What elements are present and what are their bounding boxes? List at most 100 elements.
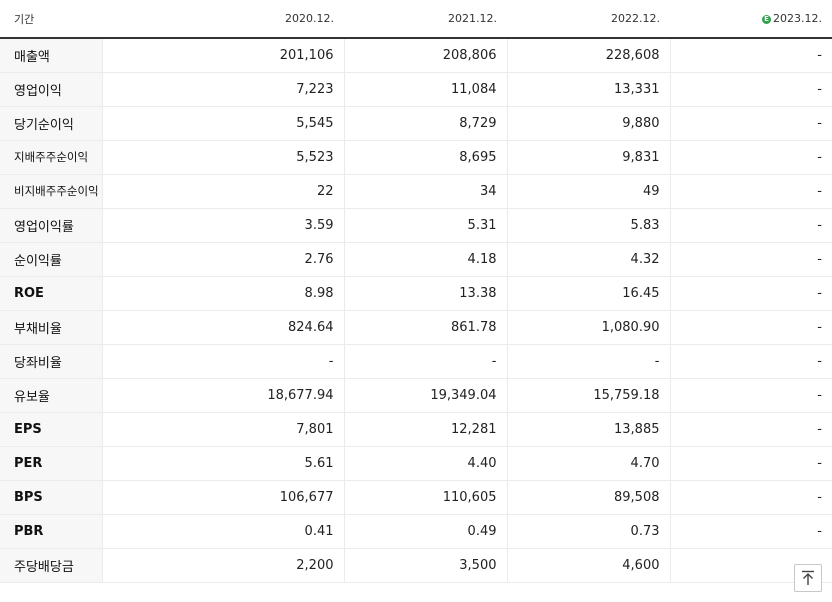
table-row-bps: BPS 106,677 110,605 89,508 - [0, 480, 832, 515]
cell-value: - [669, 378, 832, 413]
cell-value: 201,106 [101, 38, 344, 73]
table-row-net-income: 당기순이익 5,545 8,729 9,880 - [0, 106, 832, 141]
cell-value: 8,729 [343, 106, 507, 141]
table-row-reserve-ratio: 유보율 18,677.94 19,349.04 15,759.18 - [0, 378, 832, 413]
period-header-2023: E 2023.12. [670, 0, 832, 39]
row-label: 비지배주주순이익 [0, 174, 102, 209]
cell-value: 0.49 [343, 514, 507, 549]
cell-value: 19,349.04 [343, 378, 507, 413]
cell-value: 9,831 [506, 140, 670, 175]
row-label: 매출액 [0, 38, 102, 73]
row-label: PER [0, 446, 102, 481]
cell-value: 8,695 [343, 140, 507, 175]
cell-value: 89,508 [506, 480, 670, 515]
cell-value: 4.40 [343, 446, 507, 481]
cell-value: 824.64 [101, 309, 344, 345]
cell-value: 34 [343, 174, 507, 209]
row-label: 유보율 [0, 378, 102, 413]
row-label: EPS [0, 411, 102, 447]
table-row-operating-margin: 영업이익률 3.59 5.31 5.83 - [0, 207, 832, 243]
cell-value: - [669, 344, 832, 379]
cell-value: 4,600 [506, 547, 670, 583]
cell-value: 3,500 [343, 547, 507, 583]
cell-value: 208,806 [343, 38, 507, 73]
scroll-to-top-button[interactable] [794, 564, 822, 592]
cell-value: - [101, 344, 344, 379]
cell-value: 11,084 [343, 72, 507, 107]
cell-value: - [669, 411, 832, 447]
cell-value: - [669, 480, 832, 515]
table-row-net-margin: 순이익률 2.76 4.18 4.32 - [0, 242, 832, 277]
row-label: BPS [0, 480, 102, 515]
row-label: 영업이익 [0, 72, 102, 107]
row-label: 부채비율 [0, 309, 102, 345]
cell-value: 3.59 [101, 207, 344, 243]
cell-value: 9,880 [506, 106, 670, 141]
cell-value: 5.61 [101, 446, 344, 481]
cell-value: 1,080.90 [506, 309, 670, 345]
cell-value: - [669, 207, 832, 243]
financial-summary-table: 기간 2020.12. 2021.12. 2022.12. E 2023.12. … [0, 0, 832, 583]
cell-value: 861.78 [343, 309, 507, 345]
cell-value: 0.41 [101, 514, 344, 549]
cell-value: - [669, 38, 832, 73]
row-label: PBR [0, 514, 102, 549]
cell-value: 5.83 [506, 207, 670, 243]
row-label: 영업이익률 [0, 207, 102, 243]
cell-value: - [669, 309, 832, 345]
row-label: ROE [0, 276, 102, 311]
row-label: 지배주주순이익 [0, 140, 102, 175]
cell-value: - [669, 174, 832, 209]
cell-value: 4.18 [343, 242, 507, 277]
table-row-controlling-net-income: 지배주주순이익 5,523 8,695 9,831 - [0, 140, 832, 175]
cell-value: 5,545 [101, 106, 344, 141]
table-row-debt-ratio: 부채비율 824.64 861.78 1,080.90 - [0, 309, 832, 345]
table-row-eps: EPS 7,801 12,281 13,885 - [0, 411, 832, 447]
table-row-quick-ratio: 당좌비율 - - - - [0, 344, 832, 379]
table-row-revenue: 매출액 201,106 208,806 228,608 - [0, 38, 832, 73]
cell-value: - [669, 242, 832, 277]
cell-value: 15,759.18 [506, 378, 670, 413]
cell-value: 18,677.94 [101, 378, 344, 413]
row-label: 순이익률 [0, 242, 102, 277]
period-header-2021: 2021.12. [344, 0, 507, 39]
cell-value: 7,223 [101, 72, 344, 107]
cell-value: 2,200 [101, 547, 344, 583]
table-row-operating-profit: 영업이익 7,223 11,084 13,331 - [0, 72, 832, 107]
table-row-per: PER 5.61 4.40 4.70 - [0, 446, 832, 481]
cell-value: 2.76 [101, 242, 344, 277]
cell-value: 4.32 [506, 242, 670, 277]
row-label: 주당배당금 [0, 547, 102, 583]
table-row-dividend-per-share: 주당배당금 2,200 3,500 4,600 - [0, 547, 832, 583]
cell-value: 12,281 [343, 411, 507, 447]
cell-value: 0.73 [506, 514, 670, 549]
cell-value: 16.45 [506, 276, 670, 311]
row-label: 당기순이익 [0, 106, 102, 141]
table-row-pbr: PBR 0.41 0.49 0.73 - [0, 514, 832, 549]
cell-value: 13,331 [506, 72, 670, 107]
cell-value: - [506, 344, 670, 379]
cell-value: 228,608 [506, 38, 670, 73]
cell-value: - [669, 106, 832, 141]
arrow-up-icon [802, 570, 814, 585]
cell-value: 5,523 [101, 140, 344, 175]
cell-value: 49 [506, 174, 670, 209]
estimate-badge-icon: E [762, 15, 772, 24]
cell-value: 4.70 [506, 446, 670, 481]
cell-value: 13.38 [343, 276, 507, 311]
cell-value: 106,677 [101, 480, 344, 515]
period-header-2022: 2022.12. [507, 0, 670, 39]
cell-value: 110,605 [343, 480, 507, 515]
cell-value: - [669, 276, 832, 311]
cell-value: - [669, 72, 832, 107]
table-row-noncontrolling-net-income: 비지배주주순이익 22 34 49 - [0, 174, 832, 209]
cell-value: - [669, 446, 832, 481]
cell-value: - [343, 344, 507, 379]
period-header-2020: 2020.12. [102, 0, 344, 39]
table-header-row: 기간 2020.12. 2021.12. 2022.12. E 2023.12. [0, 0, 832, 39]
cell-value: 22 [101, 174, 344, 209]
cell-value: 7,801 [101, 411, 344, 447]
table-row-roe: ROE 8.98 13.38 16.45 - [0, 276, 832, 311]
cell-value: 5.31 [343, 207, 507, 243]
period-header-label: 기간 [0, 0, 102, 39]
